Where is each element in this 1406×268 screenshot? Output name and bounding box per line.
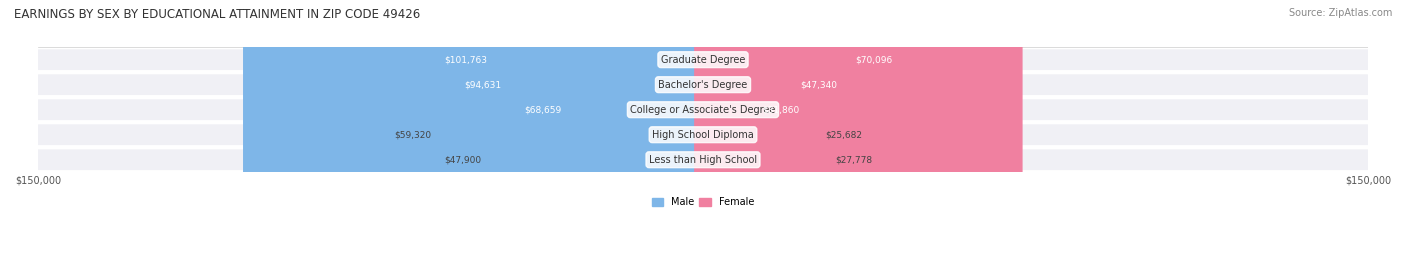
- FancyBboxPatch shape: [38, 99, 1368, 120]
- Text: EARNINGS BY SEX BY EDUCATIONAL ATTAINMENT IN ZIP CODE 49426: EARNINGS BY SEX BY EDUCATIONAL ATTAINMEN…: [14, 8, 420, 21]
- FancyBboxPatch shape: [274, 0, 711, 268]
- FancyBboxPatch shape: [482, 0, 711, 268]
- Text: $47,340: $47,340: [800, 80, 837, 89]
- Text: Less than High School: Less than High School: [650, 155, 756, 165]
- FancyBboxPatch shape: [38, 74, 1368, 95]
- Text: $31,860: $31,860: [762, 105, 799, 114]
- FancyBboxPatch shape: [695, 0, 922, 268]
- Text: $47,900: $47,900: [444, 155, 482, 164]
- Text: Graduate Degree: Graduate Degree: [661, 55, 745, 65]
- Text: $70,096: $70,096: [855, 55, 893, 64]
- Text: Source: ZipAtlas.com: Source: ZipAtlas.com: [1288, 8, 1392, 18]
- FancyBboxPatch shape: [243, 0, 711, 268]
- FancyBboxPatch shape: [38, 149, 1368, 170]
- Legend: Male, Female: Male, Female: [648, 193, 758, 211]
- Text: $59,320: $59,320: [394, 130, 432, 139]
- FancyBboxPatch shape: [389, 0, 711, 268]
- FancyBboxPatch shape: [432, 0, 711, 268]
- FancyBboxPatch shape: [38, 49, 1368, 70]
- Text: Bachelor's Degree: Bachelor's Degree: [658, 80, 748, 90]
- FancyBboxPatch shape: [695, 0, 853, 268]
- FancyBboxPatch shape: [695, 0, 835, 268]
- FancyBboxPatch shape: [695, 0, 825, 268]
- Text: High School Diploma: High School Diploma: [652, 130, 754, 140]
- FancyBboxPatch shape: [695, 0, 1022, 268]
- Text: $25,682: $25,682: [825, 130, 863, 139]
- Text: College or Associate's Degree: College or Associate's Degree: [630, 105, 776, 115]
- FancyBboxPatch shape: [38, 124, 1368, 145]
- Text: $27,778: $27,778: [835, 155, 872, 164]
- Text: $101,763: $101,763: [444, 55, 488, 64]
- Text: $68,659: $68,659: [524, 105, 562, 114]
- Text: $94,631: $94,631: [464, 80, 502, 89]
